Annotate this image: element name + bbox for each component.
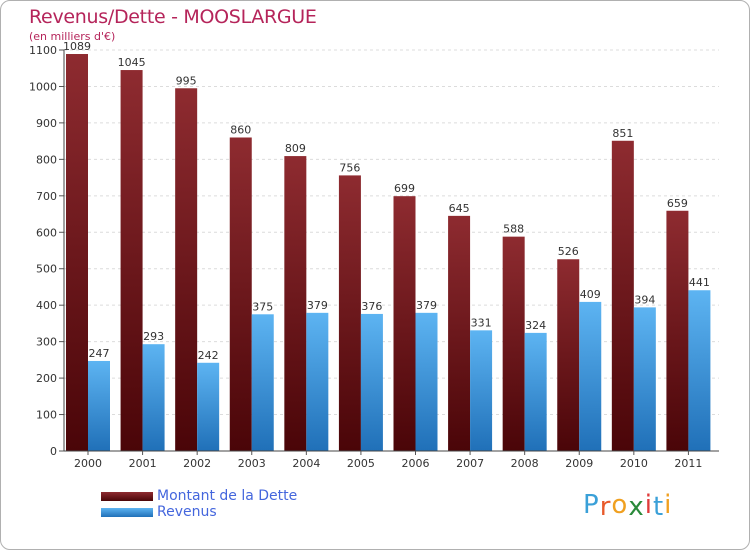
x-tick-label-2008: 2008 [511, 457, 539, 470]
bar-debt-2001 [120, 70, 143, 452]
data-label-revenue-2000: 247 [89, 347, 110, 360]
bar-revenue-2010 [633, 307, 656, 451]
data-label-debt-2003: 860 [230, 123, 251, 136]
y-tick-label-800: 800 [36, 153, 57, 166]
legend-swatch-revenue [101, 507, 153, 517]
data-label-revenue-2011: 441 [689, 276, 710, 289]
bar-debt-2006 [393, 196, 416, 451]
labels-layer: 1089 247 1045 293 995 242 860 375 809 379 756 376 69… [63, 40, 710, 362]
bar-revenue-2008 [524, 332, 547, 451]
bar-revenue-2006 [415, 312, 438, 451]
x-tick-label-2010: 2010 [620, 457, 648, 470]
y-tick-label-1100: 1100 [29, 44, 57, 57]
legend: Montant de la Dette Revenus [101, 488, 297, 520]
x-tick-label-2007: 2007 [456, 457, 484, 470]
y-tick-label-1000: 1000 [29, 80, 57, 93]
data-label-revenue-2002: 242 [198, 349, 219, 362]
bar-debt-2003 [229, 137, 252, 451]
logo-letter: i [644, 490, 653, 520]
data-label-debt-2004: 809 [285, 142, 306, 155]
y-tick-label-500: 500 [36, 263, 57, 276]
y-tick-label-0: 0 [50, 445, 57, 458]
legend-item-debt: Montant de la Dette [101, 488, 297, 504]
legend-label-debt: Montant de la Dette [157, 488, 298, 504]
bar-revenue-2009 [579, 301, 602, 451]
data-label-revenue-2007: 331 [471, 316, 492, 329]
data-label-debt-2002: 995 [176, 74, 197, 87]
bar-debt-2004 [284, 156, 307, 451]
y-tick-label-300: 300 [36, 336, 57, 349]
data-label-revenue-2006: 379 [416, 299, 437, 312]
data-label-debt-2009: 526 [558, 245, 579, 258]
x-tick-label-2011: 2011 [674, 457, 702, 470]
logo-letter: o [611, 490, 629, 520]
bar-debt-2007 [448, 215, 471, 451]
x-tick-label-2009: 2009 [565, 457, 593, 470]
bars-layer [66, 54, 711, 452]
data-label-debt-2010: 851 [612, 127, 633, 140]
x-tick-label-2001: 2001 [129, 457, 157, 470]
bar-debt-2005 [338, 175, 361, 452]
data-label-revenue-2010: 394 [634, 293, 655, 306]
data-label-revenue-2003: 375 [252, 300, 273, 313]
bar-debt-2011 [666, 210, 689, 451]
bar-revenue-2001 [142, 344, 165, 451]
bar-revenue-2004 [306, 312, 329, 451]
y-tick-label-700: 700 [36, 190, 57, 203]
x-tick-label-2000: 2000 [74, 457, 102, 470]
data-label-revenue-2004: 379 [307, 299, 328, 312]
y-tick-label-900: 900 [36, 117, 57, 130]
y-tick-label-400: 400 [36, 299, 57, 312]
chart-title: Revenus/Dette - MOOSLARGUE [29, 6, 317, 28]
bar-revenue-2003 [251, 314, 274, 451]
legend-item-revenue: Revenus [101, 504, 297, 520]
data-label-revenue-2001: 293 [143, 330, 164, 343]
logo-letter: x [628, 492, 645, 522]
x-tick-label-2004: 2004 [292, 457, 320, 470]
bar-revenue-2011 [688, 290, 711, 451]
bar-debt-2009 [557, 259, 580, 451]
bar-revenue-2007 [470, 330, 493, 451]
legend-swatch-debt [101, 491, 153, 501]
data-label-revenue-2008: 324 [525, 319, 546, 332]
x-tick-label-2006: 2006 [402, 457, 430, 470]
axis-layer: 0 100 200 300 400 500 600 700 800 900 1000 1100 2000… [29, 44, 719, 470]
bar-debt-2002 [175, 88, 198, 451]
bar-debt-2008 [502, 236, 525, 451]
logo-letter: t [652, 492, 665, 522]
y-tick-label-600: 600 [36, 226, 57, 239]
data-label-revenue-2005: 376 [361, 300, 382, 313]
bar-revenue-2002 [197, 362, 220, 451]
data-label-revenue-2009: 409 [580, 288, 601, 301]
legend-label-revenue: Revenus [157, 504, 217, 520]
y-tick-label-100: 100 [36, 409, 57, 422]
chart-subtitle: (en milliers d'€) [29, 30, 116, 43]
data-label-debt-2008: 588 [503, 223, 524, 236]
logo-letter: r [599, 492, 612, 522]
data-label-debt-2001: 1045 [118, 56, 146, 69]
data-label-debt-2000: 1089 [63, 40, 91, 53]
x-tick-label-2005: 2005 [347, 457, 375, 470]
data-label-debt-2007: 645 [449, 202, 470, 215]
bar-debt-2000 [66, 54, 88, 451]
x-tick-label-2003: 2003 [238, 457, 266, 470]
logo-letter: i [664, 490, 673, 520]
logo-letter: P [583, 490, 600, 520]
data-label-debt-2005: 756 [339, 161, 360, 174]
bar-debt-2010 [611, 140, 634, 451]
y-tick-label-200: 200 [36, 372, 57, 385]
x-tick-label-2002: 2002 [183, 457, 211, 470]
data-label-debt-2006: 699 [394, 182, 415, 195]
bar-revenue-2000 [88, 360, 110, 451]
proxiti-logo: Proxiti [583, 490, 673, 522]
bar-revenue-2005 [360, 313, 383, 451]
data-label-debt-2011: 659 [667, 197, 688, 210]
